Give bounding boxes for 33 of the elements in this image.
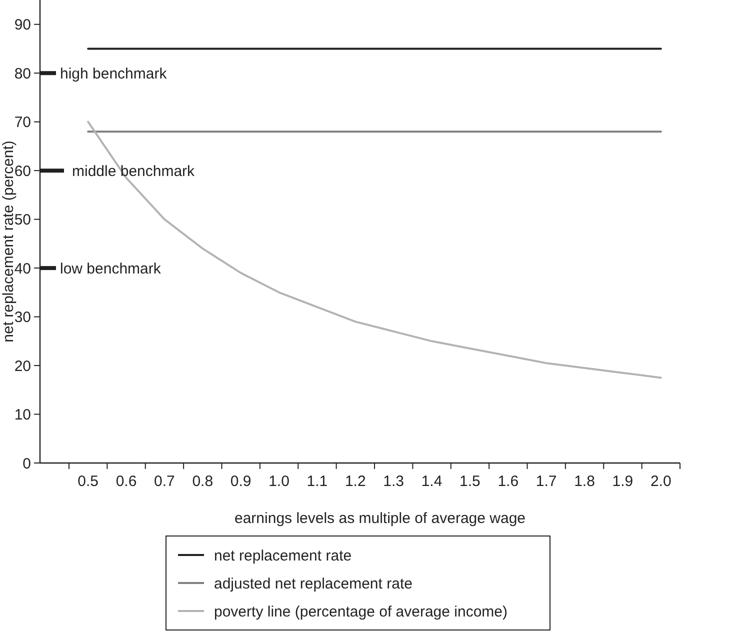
x-tick-label: 1.1 — [306, 473, 328, 490]
y-tick-label: 10 — [14, 406, 31, 424]
x-axis-title: earnings levels as multiple of average wage — [234, 510, 526, 527]
ref-line-label: high benchmark — [60, 65, 168, 82]
x-tick-label: 0.8 — [192, 473, 214, 490]
legend-label: adjusted net replacement rate — [214, 575, 412, 592]
y-tick-label: 20 — [14, 358, 31, 375]
x-tick-label: 1.6 — [498, 473, 519, 490]
y-tick-label: 60 — [14, 162, 31, 180]
x-tick-label: 1.7 — [536, 473, 557, 490]
x-tick-label: 1.4 — [421, 473, 442, 490]
x-tick-label: 1.5 — [460, 473, 480, 490]
x-tick-label: 1.2 — [344, 473, 366, 490]
y-tick-label: 50 — [14, 212, 31, 229]
x-tick-label: 2.0 — [650, 473, 672, 490]
x-tick-label: 1.0 — [268, 473, 290, 490]
x-tick-label: 1.8 — [574, 473, 595, 490]
y-tick-label: 70 — [14, 114, 31, 132]
x-tick-label: 0.7 — [154, 473, 175, 490]
y-tick-label: 30 — [14, 309, 31, 326]
y-tick-label: 90 — [14, 16, 31, 34]
x-tick-label: 0.5 — [78, 473, 99, 490]
y-tick-label: 80 — [14, 65, 31, 82]
ref-line-label: middle benchmark — [72, 162, 196, 180]
y-tick-label: 0 — [22, 455, 31, 472]
ref-line-label: low benchmark — [60, 260, 162, 278]
x-tick-label: 0.6 — [116, 473, 137, 490]
legend-label: poverty line (percentage of average income) — [214, 603, 508, 620]
y-tick-label: 40 — [14, 260, 31, 278]
x-tick-label: 1.9 — [612, 473, 634, 490]
x-tick-label: 1.3 — [383, 473, 404, 490]
legend-label: net replacement rate — [214, 547, 352, 564]
x-tick-label: 0.9 — [230, 473, 252, 490]
